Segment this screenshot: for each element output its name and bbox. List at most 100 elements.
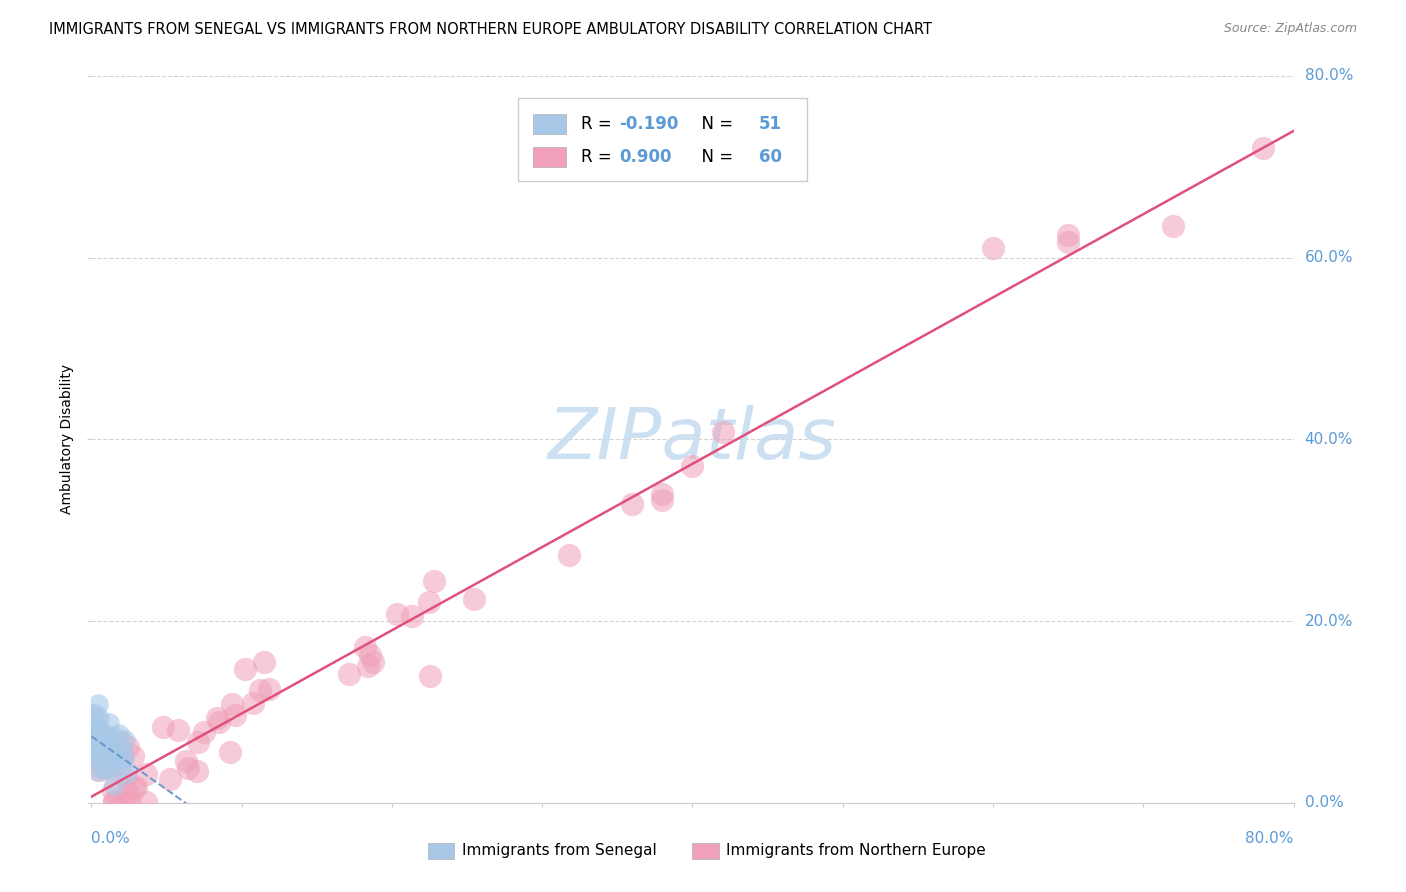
Point (463, 591, 485, 606)
Point (86, 734, 108, 748)
Point (111, 795, 134, 809)
Point (621, 497, 644, 511)
Point (115, 765, 138, 780)
Text: Source: ZipAtlas.com: Source: ZipAtlas.com (1223, 22, 1357, 36)
Point (93, 762, 115, 776)
Text: N =: N = (692, 115, 738, 133)
Point (359, 648, 381, 662)
Text: R =: R = (581, 115, 617, 133)
Point (103, 778, 125, 792)
Point (87, 747, 110, 762)
Point (87, 735, 110, 749)
Point (681, 459, 703, 474)
Text: 0.900: 0.900 (619, 148, 672, 166)
Point (86, 764, 108, 778)
Point (90, 751, 112, 765)
Text: R =: R = (581, 148, 617, 166)
Point (101, 735, 124, 749)
Point (89, 711, 111, 725)
Point (90, 742, 112, 756)
Point (110, 734, 132, 748)
Point (981, 241, 1004, 255)
Point (111, 744, 134, 758)
Point (83, 725, 105, 739)
Text: IMMIGRANTS FROM SENEGAL VS IMMIGRANTS FROM NORTHERN EUROPE AMBULATORY DISABILITY: IMMIGRANTS FROM SENEGAL VS IMMIGRANTS FR… (49, 22, 932, 37)
Point (93, 741, 115, 756)
Point (89, 723, 111, 737)
Point (186, 764, 208, 779)
Point (90, 737, 112, 751)
Point (122, 748, 145, 763)
Point (242, 696, 264, 710)
Point (167, 723, 190, 737)
Point (96, 760, 118, 774)
Point (361, 655, 384, 669)
Point (207, 715, 229, 730)
Point (89, 763, 111, 777)
Point (83, 750, 105, 764)
Point (84, 736, 107, 750)
Point (125, 780, 148, 794)
Point (357, 659, 380, 673)
Point (135, 795, 157, 809)
FancyBboxPatch shape (692, 843, 718, 859)
Point (94, 760, 117, 774)
Point (84, 742, 107, 756)
Point (87, 732, 110, 747)
Point (86, 747, 108, 762)
Point (91, 741, 114, 756)
Point (84, 716, 107, 731)
FancyBboxPatch shape (519, 97, 807, 181)
Point (96, 728, 118, 742)
Text: 60: 60 (759, 148, 782, 166)
Point (221, 698, 243, 712)
Point (249, 682, 271, 697)
Point (224, 708, 246, 723)
Point (84, 706, 107, 721)
Point (423, 574, 446, 589)
Text: -0.190: -0.190 (619, 115, 679, 133)
Point (89, 752, 111, 766)
Point (118, 795, 141, 809)
Point (385, 607, 408, 622)
Point (103, 729, 125, 743)
Text: Immigrants from Senegal: Immigrants from Senegal (461, 843, 657, 857)
Point (1253, 141, 1275, 155)
Point (110, 759, 132, 773)
Point (177, 761, 200, 775)
Point (94, 738, 117, 752)
Point (205, 711, 228, 725)
Point (97, 715, 120, 730)
Point (233, 662, 256, 676)
Point (89, 726, 111, 740)
Point (117, 784, 139, 798)
Point (98, 762, 121, 776)
Point (90, 746, 112, 760)
Point (98, 761, 121, 775)
Point (98, 750, 121, 764)
Point (87, 697, 110, 711)
Text: ZIPatlas: ZIPatlas (548, 405, 837, 474)
FancyBboxPatch shape (533, 113, 567, 134)
Point (110, 751, 132, 765)
Point (104, 742, 127, 756)
Point (159, 772, 181, 786)
Point (187, 735, 209, 749)
Point (96, 748, 118, 763)
Point (114, 733, 136, 747)
Text: 51: 51 (759, 115, 782, 133)
Point (124, 780, 146, 795)
FancyBboxPatch shape (533, 147, 567, 168)
Point (418, 595, 440, 609)
Point (193, 724, 215, 739)
Point (419, 669, 441, 683)
Point (93, 731, 115, 745)
Point (103, 795, 125, 809)
Text: 20.0%: 20.0% (1305, 614, 1353, 629)
Point (103, 795, 125, 809)
Text: 60.0%: 60.0% (1305, 250, 1353, 265)
Point (401, 609, 423, 624)
FancyBboxPatch shape (427, 843, 454, 859)
Text: 80.0%: 80.0% (1305, 69, 1353, 83)
Point (93, 745, 115, 759)
